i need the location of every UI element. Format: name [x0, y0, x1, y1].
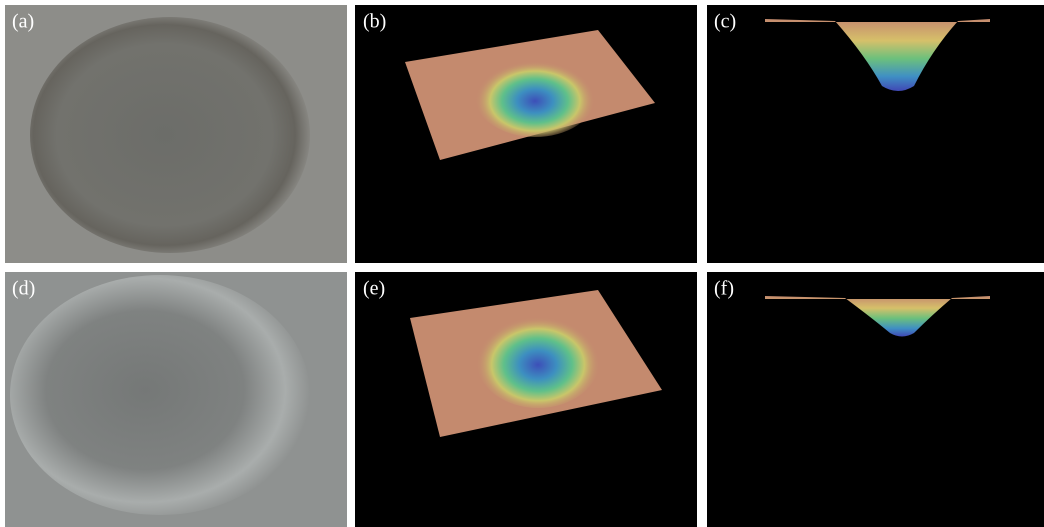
panel-label: (c) [714, 11, 736, 33]
figure: (a) (b) (c) (d) (e) (f) [0, 0, 1044, 527]
panel-label: (f) [714, 278, 734, 300]
crater [476, 312, 600, 408]
crater [475, 57, 595, 137]
panel-label: (e) [363, 278, 385, 300]
panel-label: (a) [12, 11, 34, 33]
panel-label: (b) [363, 11, 386, 33]
crater [30, 17, 310, 253]
panel-label: (d) [12, 278, 35, 300]
crater [10, 275, 310, 515]
